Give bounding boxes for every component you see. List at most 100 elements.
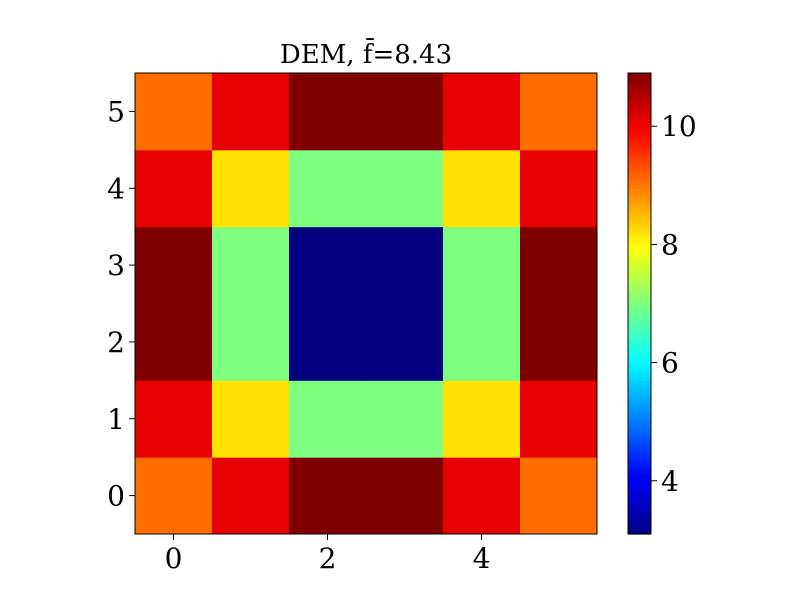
colorbar-segment <box>628 318 651 324</box>
colorbar-segment <box>628 169 651 174</box>
x-tick-label: 4 <box>473 542 491 575</box>
colorbar-segment <box>628 434 651 439</box>
colorbar-segment <box>628 311 651 316</box>
colorbar-segment <box>628 211 651 216</box>
colorbar-segment <box>628 261 651 266</box>
colorbar-segment <box>628 426 651 431</box>
colorbar-segment <box>628 530 651 535</box>
colorbar-segment <box>628 361 651 366</box>
heatmap-cell <box>443 226 521 304</box>
heatmap-cell <box>443 457 521 535</box>
colorbar-segment <box>628 338 651 343</box>
plot-frame <box>134 72 598 535</box>
colorbar-segment <box>628 357 651 362</box>
x-tick-label: 2 <box>319 542 337 575</box>
colorbar-segment <box>628 80 651 86</box>
colorbar-segment <box>628 445 651 451</box>
colorbar-segment <box>628 303 651 308</box>
colorbar-segment <box>628 518 651 524</box>
heatmap-cell <box>212 380 290 458</box>
colorbar-segment <box>628 188 651 193</box>
heatmap-cell <box>212 457 290 535</box>
x-tick-label: 0 <box>165 542 183 575</box>
colorbar-segment <box>628 391 651 397</box>
colorbar-segment <box>628 218 651 224</box>
heatmap-cell <box>366 149 444 228</box>
heatmap-cells <box>135 73 598 535</box>
colorbar-segment <box>628 464 651 470</box>
colorbar-segment <box>628 253 651 258</box>
chart-title: DEM, f̄=8.43 <box>280 37 452 70</box>
colorbar: 4 6 8 10 <box>627 72 697 535</box>
colorbar-segment <box>628 157 651 162</box>
colorbar-segment <box>628 265 651 270</box>
colorbar-segment <box>628 341 651 347</box>
colorbar-segment <box>628 172 651 178</box>
colorbar-segment <box>628 522 651 527</box>
colorbar-segment <box>628 238 651 243</box>
colorbar-segment <box>628 330 651 335</box>
heatmap-cell <box>520 73 598 151</box>
colorbar-segment <box>628 161 651 166</box>
colorbar-segment <box>628 230 651 235</box>
colorbar-segment <box>628 207 651 212</box>
colorbar-segment <box>628 103 651 109</box>
colorbar-segment <box>628 480 651 485</box>
colorbar-segment <box>628 503 651 508</box>
colorbar-segment <box>628 222 651 228</box>
colorbar-segment <box>628 215 651 220</box>
colorbar-segment <box>628 145 651 151</box>
heatmap-cell <box>520 457 598 535</box>
heatmap-cell <box>289 303 367 381</box>
colorbar-segment <box>628 510 651 516</box>
y-tick-label: 5 <box>107 95 125 128</box>
colorbar-segment <box>628 372 651 378</box>
colorbar-tick-label: 8 <box>661 228 679 261</box>
colorbar-segment <box>628 142 651 147</box>
colorbar-segment <box>628 484 651 489</box>
colorbar-segment <box>628 487 651 493</box>
colorbar-segment <box>628 441 651 447</box>
colorbar-segment <box>628 92 651 97</box>
colorbar-segment <box>628 507 651 512</box>
heatmap-cell <box>135 303 213 381</box>
colorbar-segment <box>628 380 651 385</box>
colorbar-segment <box>628 138 651 143</box>
heatmap-cell <box>212 149 290 228</box>
heatmap-cell <box>520 380 598 458</box>
colorbar-segment <box>628 84 651 89</box>
heatmap-cell <box>443 149 521 228</box>
heatmap-cell <box>289 73 367 151</box>
colorbar-segment <box>628 153 651 159</box>
colorbar-segment <box>628 291 651 297</box>
heatmap-cell <box>366 380 444 458</box>
colorbar-segment <box>628 395 651 401</box>
colorbar-segment <box>628 468 651 474</box>
colorbar-segment <box>628 322 651 328</box>
colorbar-segment <box>628 234 651 239</box>
colorbar-segment <box>628 99 651 105</box>
y-axis-ticks: 0 1 2 3 4 5 <box>107 95 135 513</box>
heatmap-cell <box>289 380 367 458</box>
colorbar-segment <box>628 107 651 113</box>
colorbar-segment <box>628 449 651 454</box>
heatmap-cell <box>289 149 367 228</box>
colorbar-segment <box>628 345 651 351</box>
colorbar-segment <box>628 349 651 355</box>
heatmap-cell <box>135 380 213 458</box>
heatmap-cell <box>443 303 521 381</box>
colorbar-segment <box>628 288 651 293</box>
colorbar-segment <box>628 407 651 412</box>
colorbar-segment <box>628 403 651 408</box>
colorbar-segment <box>628 257 651 262</box>
colorbar-segment <box>628 184 651 189</box>
colorbar-segment <box>628 272 651 278</box>
heatmap-cell <box>289 457 367 535</box>
colorbar-segment <box>628 384 651 389</box>
colorbar-segment <box>628 514 651 520</box>
colorbar-segment <box>628 242 651 247</box>
heatmap-cell <box>135 73 213 151</box>
colorbar-segment <box>628 418 651 424</box>
colorbar-segment <box>628 376 651 381</box>
